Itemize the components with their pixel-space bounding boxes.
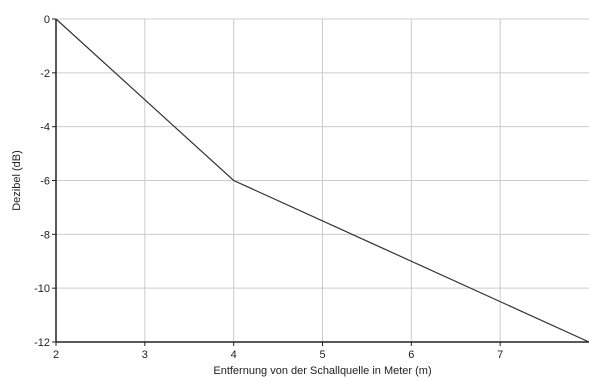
x-tick-labels: 2 3 4 5 6 7 [53,349,503,361]
x-tick-label: 4 [231,349,237,361]
x-tick-label: 2 [53,349,59,361]
axes [52,18,589,346]
y-tick-labels: 0 -2 -4 -6 -8 -10 -12 [34,14,50,349]
x-tick-label: 6 [408,349,414,361]
y-tick-label: -10 [34,283,50,295]
x-tick-label: 5 [319,349,325,361]
series-line [55,18,589,343]
y-tick-label: -8 [40,229,50,241]
y-tick-label: -12 [34,337,50,349]
y-axis-title: Dezibel (dB) [11,150,23,211]
grid-lines [55,18,589,343]
x-tick-label: 7 [497,349,503,361]
data-series [55,18,589,343]
y-tick-label: -6 [40,176,50,188]
x-tick-label: 3 [142,349,148,361]
y-tick-label: -2 [40,68,50,80]
y-tick-label: -4 [40,122,50,134]
y-tick-label: 0 [44,14,50,26]
x-axis-title: Entfernung von der Schallquelle in Meter… [213,365,431,377]
